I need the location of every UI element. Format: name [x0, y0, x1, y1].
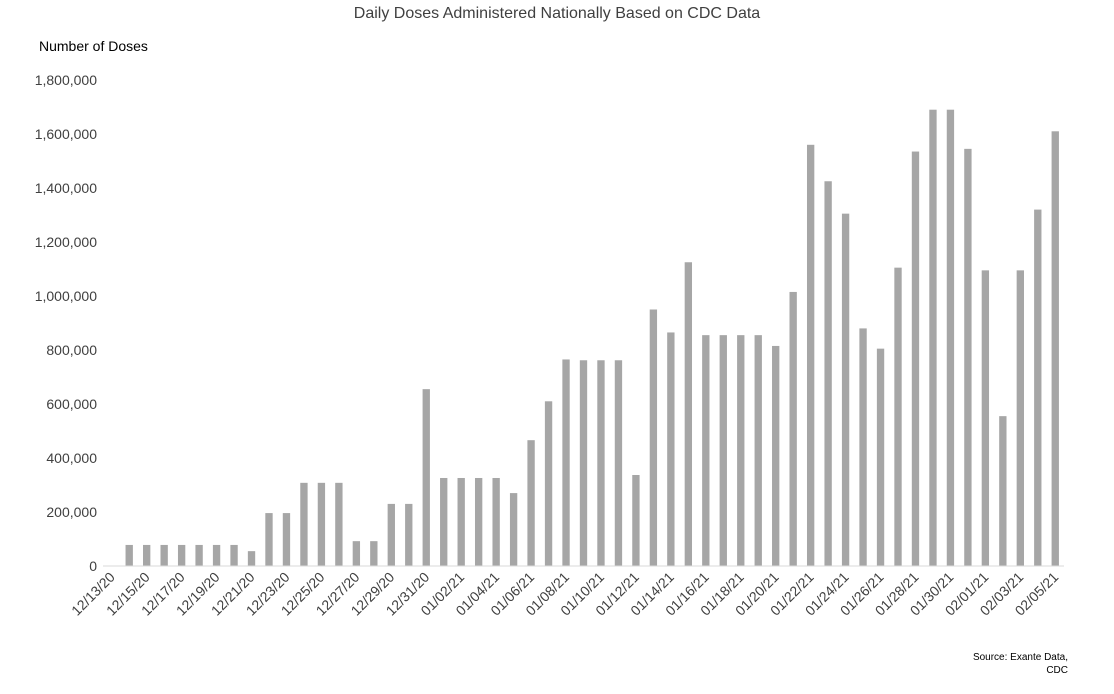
bar: [1034, 209, 1042, 566]
bar: [1016, 270, 1024, 566]
bar: [474, 477, 483, 566]
bar: [929, 109, 937, 566]
bar: [527, 440, 535, 566]
bar: [981, 270, 990, 566]
y-axis-label: Number of Doses: [39, 38, 148, 54]
source-line-2: CDC: [1046, 665, 1068, 676]
y-tick-label: 1,600,000: [35, 126, 97, 142]
bar: [841, 213, 850, 566]
y-tick-label: 400,000: [46, 450, 97, 466]
y-axis-ticks: 0 200,000 400,000 600,000 800,000 1,000,000 1,…: [35, 72, 98, 574]
bar: [335, 482, 343, 566]
bar: [684, 262, 693, 566]
bar: [177, 544, 186, 566]
y-tick-label: 1,000,000: [35, 288, 97, 304]
bar: [824, 181, 832, 566]
bar: [247, 551, 256, 566]
bar: [230, 544, 238, 566]
bar: [143, 544, 151, 566]
bar: [632, 475, 640, 566]
bar: [719, 335, 727, 566]
bar: [195, 544, 203, 566]
bar: [265, 513, 273, 566]
bar: [876, 348, 885, 566]
bar: [911, 151, 920, 567]
bar: [405, 503, 413, 566]
bar: [422, 389, 430, 566]
bar: [999, 416, 1007, 566]
bar: [667, 332, 675, 566]
bar: [772, 345, 780, 566]
bar: [597, 360, 605, 566]
bar: [614, 360, 623, 566]
bar: [579, 360, 588, 566]
bar: [702, 335, 710, 566]
bar: [894, 267, 902, 566]
bar: [859, 328, 867, 566]
bar: [1051, 131, 1059, 567]
bar: [544, 401, 553, 566]
bar: [300, 482, 308, 566]
bar: [492, 477, 500, 566]
bar: [387, 503, 395, 566]
bar: [370, 541, 378, 566]
bar: [440, 477, 448, 566]
bar: [352, 541, 361, 566]
bar: [317, 482, 326, 566]
bar: [946, 109, 955, 566]
y-tick-label: 1,200,000: [35, 234, 97, 250]
bars: [125, 109, 1059, 567]
bar: [457, 477, 465, 566]
y-tick-label: 800,000: [46, 342, 97, 358]
bar: [737, 335, 745, 566]
y-tick-label: 1,800,000: [35, 72, 97, 88]
y-tick-label: 0: [89, 558, 97, 574]
bar: [806, 144, 815, 567]
source-note: Source: Exante Data, CDC: [973, 651, 1068, 677]
bar: [160, 544, 168, 566]
y-tick-label: 200,000: [46, 504, 97, 520]
bar: [964, 148, 972, 566]
bar: [282, 513, 291, 566]
bar: [212, 544, 221, 566]
bar: [754, 335, 762, 566]
x-axis-ticks: 12/13/2012/15/2012/17/2012/19/2012/21/20…: [68, 569, 1062, 619]
chart-title: Daily Doses Administered Nationally Base…: [353, 5, 761, 22]
bar: [562, 359, 570, 566]
bar: [509, 493, 518, 566]
y-tick-label: 1,400,000: [35, 180, 97, 196]
y-tick-label: 600,000: [46, 396, 97, 412]
bar: [789, 291, 797, 566]
bar: [125, 544, 133, 566]
bar: [649, 309, 658, 566]
source-line-1: Source: Exante Data,: [972, 652, 1068, 663]
